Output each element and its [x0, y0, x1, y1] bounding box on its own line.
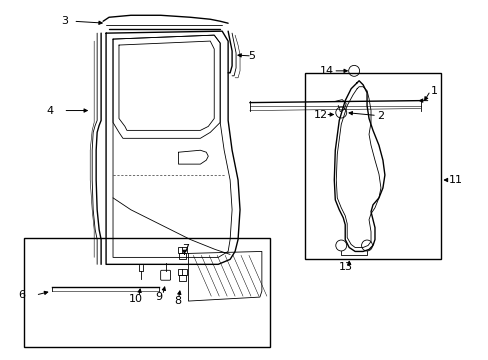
- Text: 14: 14: [319, 66, 333, 76]
- Bar: [177, 269, 187, 275]
- Bar: [178, 253, 186, 260]
- Text: 11: 11: [447, 175, 462, 185]
- Text: 9: 9: [155, 292, 163, 302]
- Text: 10: 10: [129, 294, 142, 304]
- Bar: [304, 73, 441, 260]
- Text: 2: 2: [376, 111, 383, 121]
- Bar: [24, 238, 269, 347]
- Text: 1: 1: [429, 86, 437, 96]
- Text: 13: 13: [339, 262, 352, 272]
- Text: 7: 7: [182, 244, 189, 255]
- Text: 6: 6: [19, 290, 26, 300]
- Text: 3: 3: [61, 16, 68, 26]
- Text: 4: 4: [46, 105, 53, 116]
- Bar: [177, 247, 187, 253]
- Text: 8: 8: [174, 296, 182, 306]
- Text: 5: 5: [247, 51, 254, 61]
- Bar: [178, 275, 186, 281]
- Text: 12: 12: [313, 109, 327, 120]
